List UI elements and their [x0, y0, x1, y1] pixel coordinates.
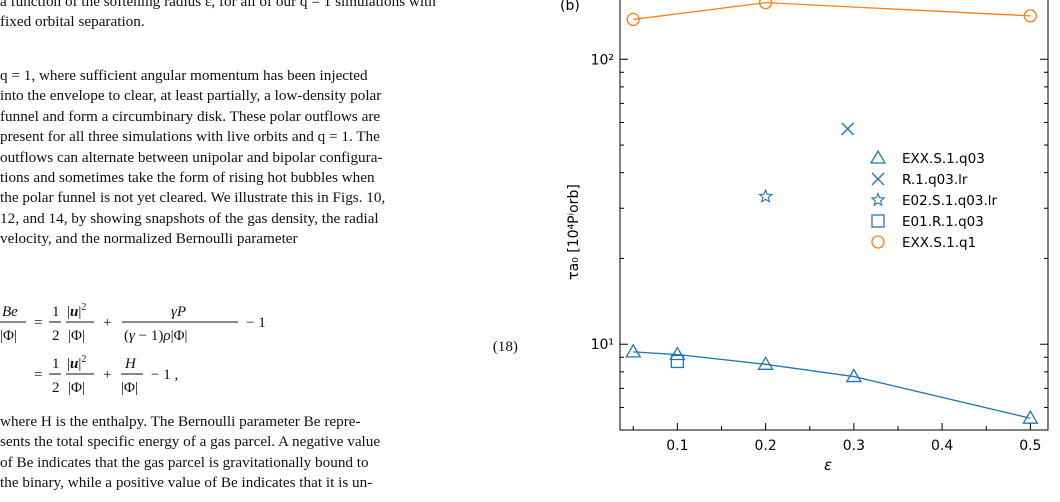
body-paragraph: q = 1, where sufficient angular momentum…: [0, 66, 530, 250]
legend-label: E02.S.1.q03.lr: [902, 193, 998, 209]
chart-svg: 0.1 0.2 0.3 0.4 0.5 10¹ 10² EXX.S.1.q03 R.1.q03…: [560, 0, 1049, 474]
svg-text:2: 2: [52, 380, 60, 396]
series-line: [633, 351, 1031, 419]
panel-label: (b): [560, 0, 580, 14]
circle-marker: [758, 0, 773, 10]
x-marker: [871, 172, 885, 186]
paragraph-line: present for all three simulations with l…: [0, 128, 380, 146]
axis-ticks: 0.1 0.2 0.3 0.4 0.5 10¹ 10²: [591, 52, 1048, 454]
circle-marker: [626, 12, 640, 27]
triangle-marker: [845, 368, 862, 383]
svg-text:− 1: − 1: [246, 315, 266, 331]
series-EXX.S.1.q1: [626, 0, 1038, 27]
x-tick-label: 0.1: [666, 438, 688, 454]
paragraph-line: of Be indicates that the gas parcel is g…: [0, 453, 369, 471]
x-marker: [841, 122, 855, 136]
svg-text:|Φ|: |Φ|: [68, 380, 85, 396]
caption-line: a function of the softening radius ε, fo…: [0, 0, 436, 10]
equation-number: (18): [492, 338, 518, 355]
svg-text:H: H: [124, 356, 137, 372]
svg-text:=: =: [34, 315, 42, 331]
figure-caption: a function of the softening radius ε, fo…: [0, 0, 530, 32]
svg-text:|Φ|: |Φ|: [68, 328, 85, 344]
series-R.1.q03.lr: [841, 122, 855, 136]
paper-text-column: a function of the softening radius ε, fo…: [0, 0, 530, 494]
y-tick-label: 10¹: [591, 337, 614, 353]
triangle-marker: [1022, 409, 1039, 424]
x-tick-label: 0.5: [1019, 438, 1041, 454]
legend-label: EXX.S.1.q1: [902, 235, 976, 251]
svg-text:|u|2: |u|2: [67, 354, 86, 372]
svg-text:+: +: [103, 367, 111, 383]
y-axis-label: τa₀ [10⁴Pⁱorb]: [566, 184, 582, 280]
paragraph-line: funnel and form a circumbinary disk. The…: [0, 107, 381, 125]
triangle-marker: [625, 343, 642, 358]
caption-line: fixed orbital separation.: [0, 13, 145, 30]
svg-text:=: =: [34, 367, 42, 383]
series-E02.S.1.q03.lr: [757, 188, 774, 203]
square-marker: [871, 214, 885, 228]
legend: EXX.S.1.q03 R.1.q03.lr E02.S.1.q03.lr E01.R…: [869, 149, 998, 251]
x-axis-label: ε: [824, 456, 832, 474]
svg-text:1: 1: [52, 356, 60, 372]
svg-text:2: 2: [52, 328, 60, 344]
equation-graphic: Be |Φ| = 1 2 |u|2 |Φ| + γP (γ − 1)ρ|Φ| −…: [0, 302, 266, 396]
paragraph-line: the binary, while a positive value of Be…: [0, 474, 373, 492]
legend-label: EXX.S.1.q03: [902, 151, 985, 167]
series-E01.R.1.q03: [670, 354, 685, 369]
legend-label: R.1.q03.lr: [902, 172, 968, 188]
series-line: [633, 1, 1031, 21]
figure-panel-b: 0.1 0.2 0.3 0.4 0.5 10¹ 10² EXX.S.1.q03 R.1.q03…: [548, 0, 1060, 497]
svg-text:γP: γP: [171, 304, 186, 320]
paragraph-line: the polar funnel is not yet cleared. We …: [0, 189, 386, 207]
series-EXX.S.1.q03: [625, 343, 1039, 424]
svg-text:(γ − 1)ρ|Φ|: (γ − 1)ρ|Φ|: [124, 328, 188, 344]
svg-text:− 1 ,: − 1 ,: [151, 367, 178, 383]
paragraph-line: outflows can alternate between unipolar …: [0, 148, 383, 166]
svg-text:1: 1: [52, 304, 60, 320]
triangle-marker: [757, 356, 774, 370]
x-tick-label: 0.4: [931, 438, 953, 454]
svg-text:|Φ|: |Φ|: [0, 328, 17, 344]
paragraph-line: q = 1, where sufficient angular momentum…: [0, 67, 368, 84]
circle-marker: [1023, 9, 1038, 23]
x-tick-label: 0.2: [754, 438, 776, 454]
circle-marker: [871, 235, 885, 249]
star-marker: [757, 188, 774, 203]
triangle-marker: [869, 149, 887, 164]
svg-text:|u|2: |u|2: [67, 302, 86, 320]
star-marker: [870, 191, 886, 207]
square-marker: [670, 354, 685, 369]
paragraph-line: 12, and 14, by showing snapshots of the …: [0, 209, 379, 227]
svg-text:+: +: [103, 315, 111, 331]
paragraph-line: where H is the enthalpy. The Bernoulli p…: [0, 413, 361, 430]
data-series: [625, 0, 1039, 424]
paragraph-line: tions and sometimes take the form of ris…: [0, 169, 375, 187]
plot-frame: [619, 0, 1049, 431]
svg-text:|Φ|: |Φ|: [121, 380, 138, 396]
triangle-marker: [669, 346, 686, 361]
paragraph-line: into the envelope to clear, at least par…: [0, 87, 382, 105]
body-paragraph: where H is the enthalpy. The Bernoulli p…: [0, 412, 530, 494]
y-tick-label: 10²: [591, 52, 614, 68]
paragraph-line: velocity, and the normalized Bernoulli p…: [0, 230, 298, 248]
svg-text:Be: Be: [2, 304, 18, 320]
paragraph-line: sents the total specific energy of a gas…: [0, 433, 381, 451]
x-tick-label: 0.3: [843, 438, 865, 454]
legend-label: E01.R.1.q03: [902, 214, 984, 230]
bernoulli-equation: Be |Φ| = 1 2 |u|2 |Φ| + γP (γ − 1)ρ|Φ| −…: [0, 296, 530, 402]
